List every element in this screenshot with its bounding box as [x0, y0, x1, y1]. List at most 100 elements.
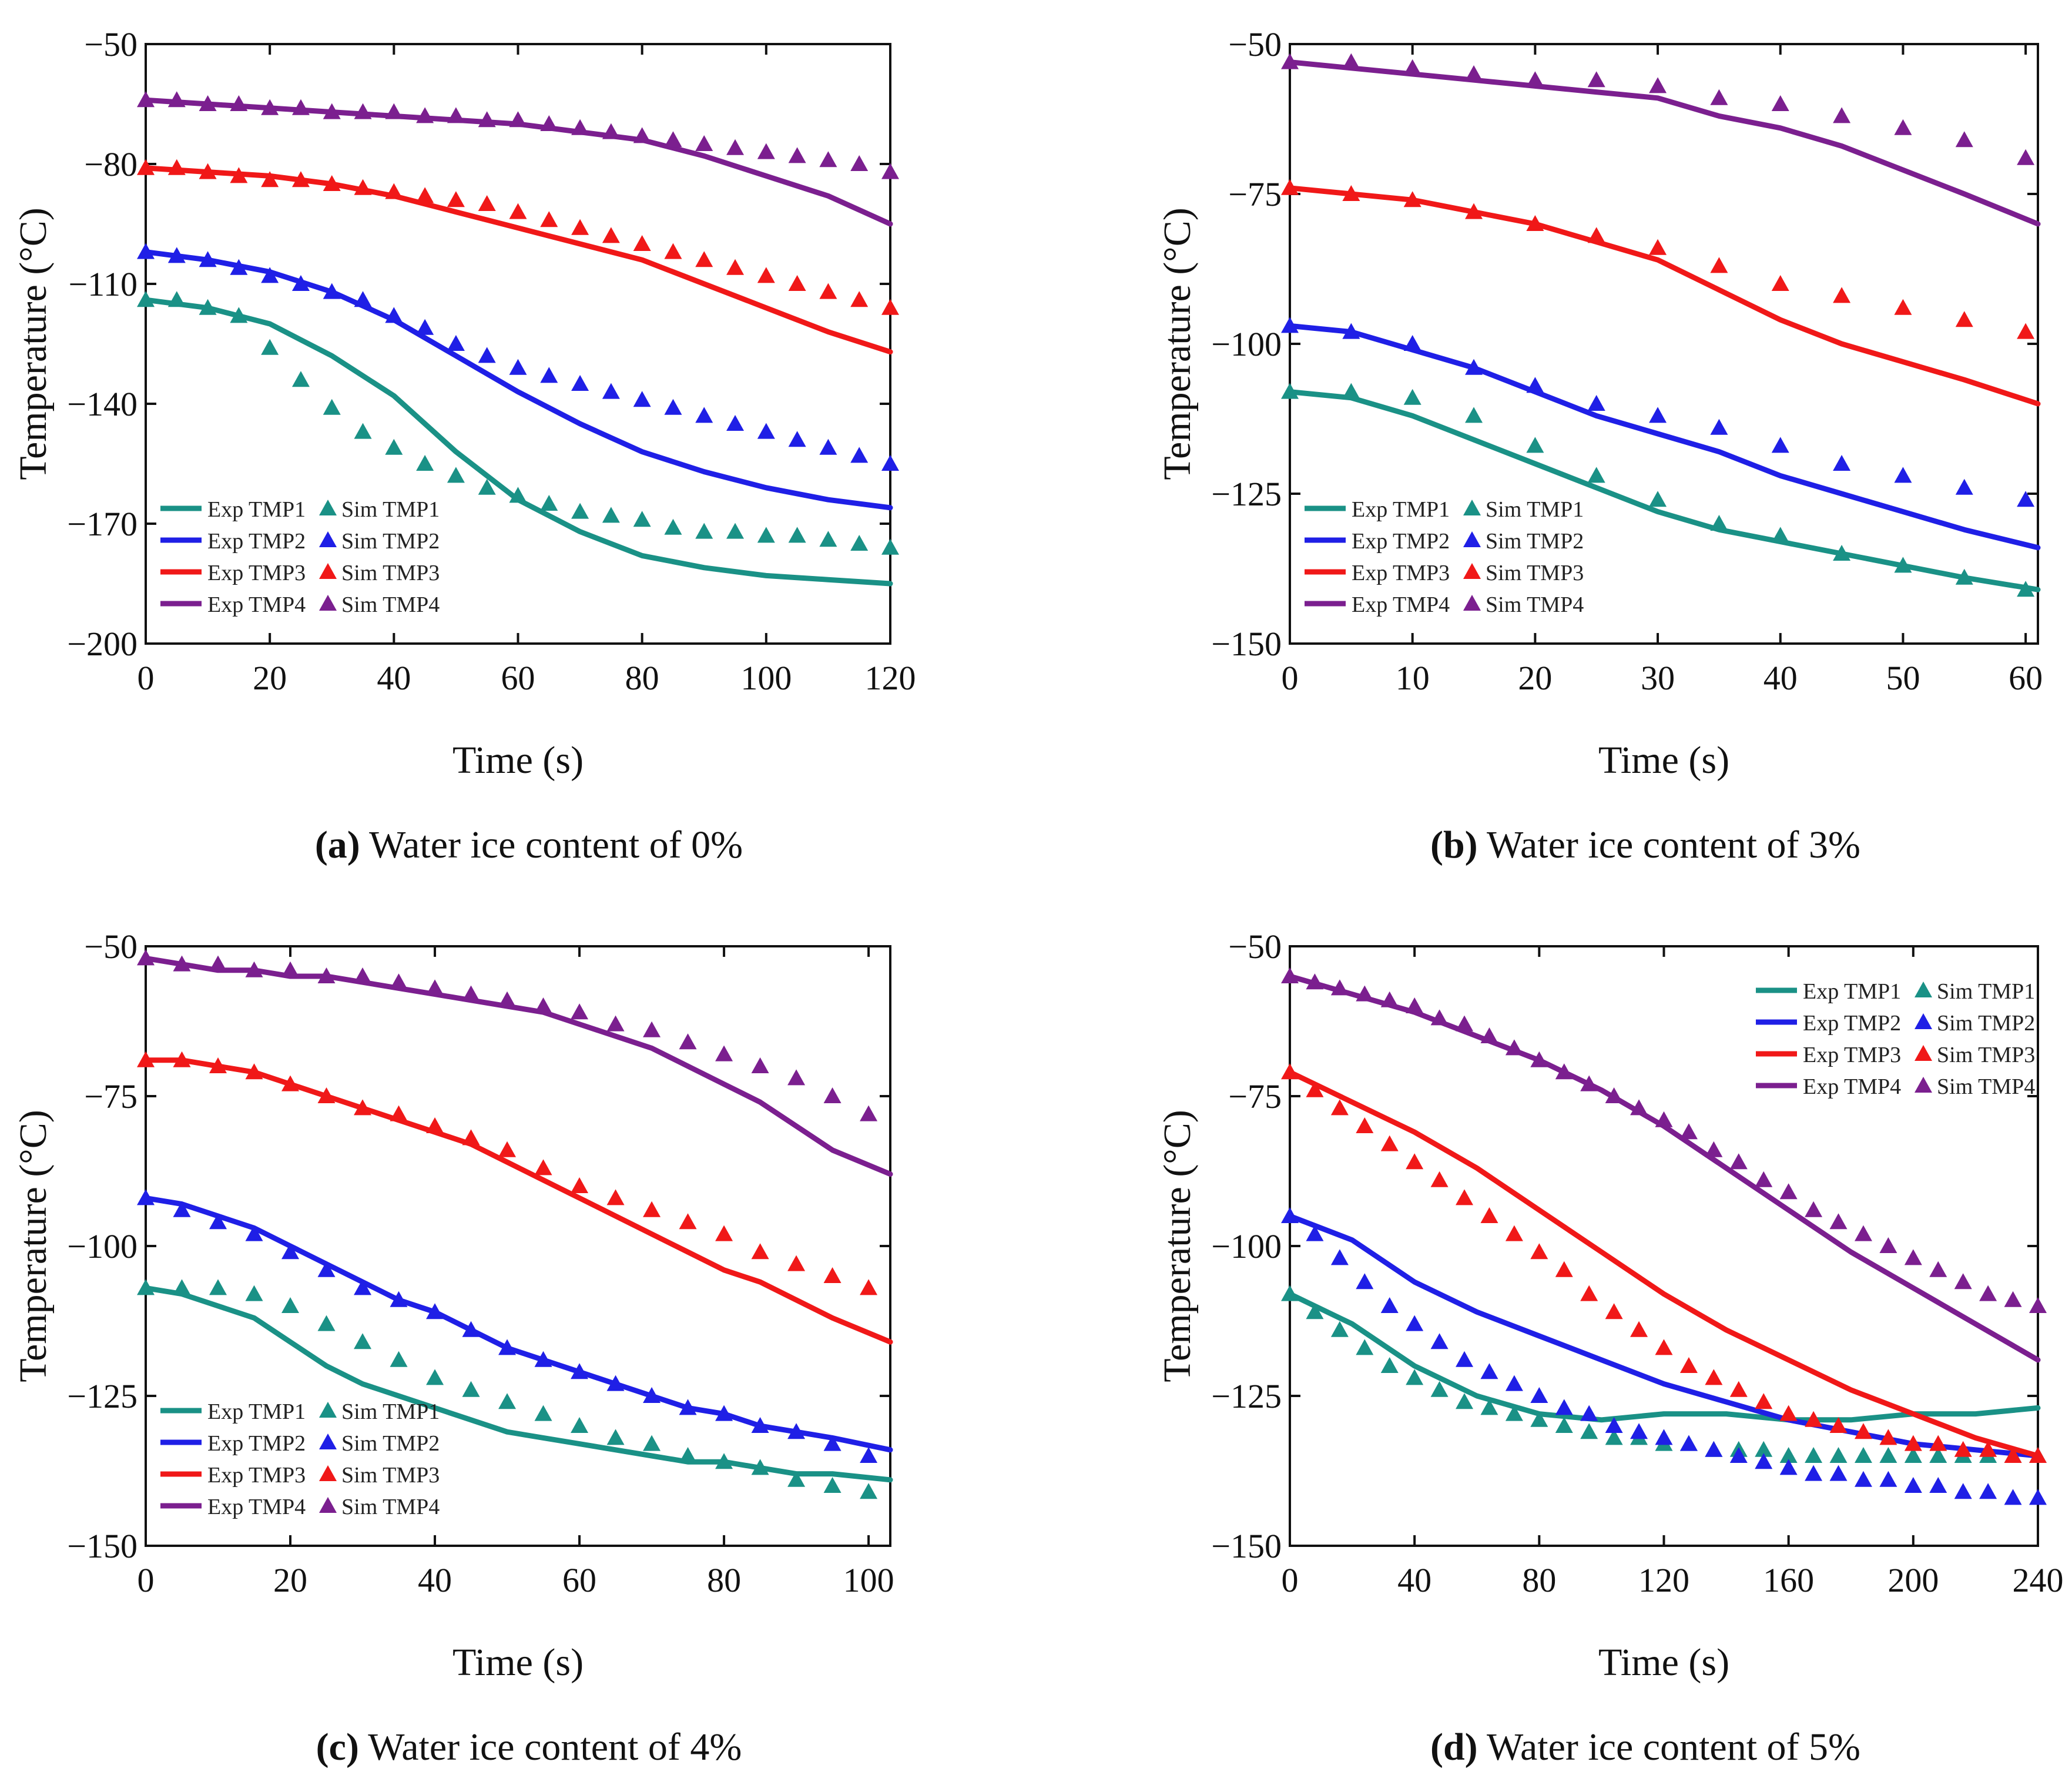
sim-marker-tmp1: [1605, 1429, 1623, 1445]
legend-sim-label: Sim TMP4: [1486, 592, 1584, 617]
legend-exp-label: Exp TMP2: [207, 1431, 306, 1456]
exp-line-tmp3: [1287, 185, 2041, 407]
sim-marker-tmp2: [1281, 317, 1299, 333]
sim-marker-tmp3: [167, 159, 186, 175]
y-tick-label: −50: [1228, 927, 1282, 966]
x-tick-label: 80: [707, 1561, 741, 1599]
sim-marker-tmp3: [390, 1105, 408, 1121]
x-tick-label: 200: [1887, 1561, 1939, 1599]
sim-marker-tmp4: [1979, 1285, 1997, 1301]
sim-marker-tmp1: [881, 538, 899, 555]
legend-sim-swatch: [1463, 563, 1481, 579]
legend-exp-label: Exp TMP2: [1803, 1011, 1901, 1036]
sim-marker-tmp4: [1555, 1063, 1573, 1080]
sim-marker-tmp2: [860, 1447, 878, 1463]
sim-marker-tmp2: [850, 447, 869, 463]
sim-marker-tmp2: [1406, 1315, 1424, 1331]
sim-marker-tmp4: [416, 107, 434, 123]
y-tick-label: −80: [84, 145, 138, 183]
sim-marker-tmp2: [1879, 1471, 1897, 1487]
y-tick-label: −50: [84, 25, 138, 63]
legend-exp-label: Exp TMP3: [1352, 561, 1450, 585]
sim-marker-tmp4: [540, 115, 558, 131]
legend-exp-label: Exp TMP2: [1352, 529, 1450, 554]
sim-marker-tmp2: [354, 1279, 372, 1295]
legend-sim-swatch: [1463, 500, 1481, 515]
sim-marker-tmp1: [478, 478, 496, 495]
sim-marker-tmp1: [1710, 515, 1728, 531]
sim-marker-tmp2: [2029, 1489, 2047, 1505]
sim-marker-tmp3: [323, 175, 341, 191]
plot-frame: [145, 43, 891, 645]
sim-marker-tmp4: [1480, 1027, 1498, 1043]
sim-marker-tmp2: [1894, 467, 1912, 483]
sim-marker-tmp1: [1833, 545, 1851, 561]
sim-marker-tmp2: [199, 251, 217, 267]
sim-marker-tmp4: [1430, 1009, 1449, 1026]
sim-marker-tmp1: [679, 1447, 697, 1463]
sim-marker-tmp3: [354, 1099, 372, 1116]
sim-marker-tmp2: [1530, 1387, 1548, 1403]
sim-marker-tmp3: [1480, 1207, 1498, 1223]
sim-marker-tmp2: [1771, 437, 1789, 453]
sim-marker-tmp3: [602, 227, 620, 243]
sim-marker-tmp2: [1979, 1483, 1997, 1499]
sim-marker-tmp2: [173, 1201, 191, 1217]
legend-exp-label: Exp TMP2: [207, 529, 306, 554]
sim-marker-tmp3: [1456, 1189, 1474, 1205]
sim-marker-tmp2: [167, 247, 186, 263]
sim-marker-tmp4: [1833, 107, 1851, 123]
legend-exp-label: Exp TMP1: [1352, 497, 1450, 522]
legend: Exp TMP1 Sim TMP1 Exp TMP2 Sim TMP2 Exp TMP3…: [160, 1399, 440, 1519]
sim-marker-tmp1: [540, 495, 558, 511]
sim-marker-tmp4: [1655, 1111, 1673, 1127]
sim-marker-tmp4: [230, 95, 248, 111]
sim-marker-tmp2: [509, 359, 527, 375]
legend-sim-label: Sim TMP2: [1486, 529, 1584, 554]
sim-marker-tmp4: [1649, 77, 1667, 93]
x-tick-label: 60: [2009, 659, 2043, 697]
exp-line-tmp2: [143, 249, 893, 511]
y-tick-label: −100: [1211, 325, 1282, 363]
sim-marker-tmp1: [1955, 568, 1973, 585]
y-tick-label: −150: [1211, 625, 1282, 663]
sim-marker-tmp3: [245, 1063, 263, 1080]
sim-marker-tmp1: [726, 523, 745, 539]
sim-marker-tmp4: [245, 961, 263, 977]
sim-marker-tmp3: [643, 1201, 661, 1217]
sim-marker-tmp4: [1729, 1153, 1748, 1170]
sim-marker-tmp4: [209, 955, 227, 972]
sim-marker-tmp3: [1526, 215, 1544, 231]
sim-marker-tmp2: [1456, 1351, 1474, 1367]
legend-sim-swatch: [1915, 982, 1932, 997]
x-tick-label: 0: [1282, 659, 1299, 697]
x-axis-label: Time (s): [1598, 1641, 1729, 1684]
sim-marker-tmp1: [757, 527, 775, 543]
y-axis-label: Temperature (°C): [1156, 1110, 1199, 1382]
sim-marker-tmp2: [2017, 491, 2035, 507]
sim-marker-tmp3: [447, 191, 465, 207]
sim-marker-tmp4: [447, 107, 465, 123]
legend-exp-label: Exp TMP4: [207, 592, 306, 617]
sim-marker-tmp4: [751, 1057, 769, 1073]
sim-marker-tmp1: [1465, 407, 1483, 423]
x-tick-label: 40: [1763, 659, 1798, 697]
y-tick-label: −100: [1211, 1227, 1282, 1265]
sim-marker-tmp3: [1655, 1339, 1673, 1355]
legend-sim-swatch: [1915, 1077, 1932, 1093]
legend-sim-label: Sim TMP4: [341, 1495, 440, 1519]
legend-sim-swatch: [1915, 1045, 1932, 1061]
sim-marker-tmp3: [1904, 1435, 1922, 1451]
sim-marker-tmp2: [498, 1339, 517, 1355]
y-tick-label: −150: [67, 1527, 138, 1565]
sim-marker-tmp3: [540, 211, 558, 227]
sim-marker-tmp3: [426, 1117, 444, 1133]
exp-line-tmp4: [143, 955, 893, 1177]
sim-marker-tmp2: [1480, 1363, 1498, 1379]
sim-marker-tmp3: [478, 195, 496, 211]
sim-marker-tmp2: [1526, 377, 1544, 393]
sim-marker-tmp2: [1904, 1477, 1922, 1493]
x-tick-label: 0: [1282, 1561, 1299, 1599]
sim-marker-tmp3: [1281, 1063, 1299, 1080]
chart-c: 0 20 40 60 80 100 −150 −125 −100 −75 −50 Time (s) Te…: [12, 927, 894, 1684]
